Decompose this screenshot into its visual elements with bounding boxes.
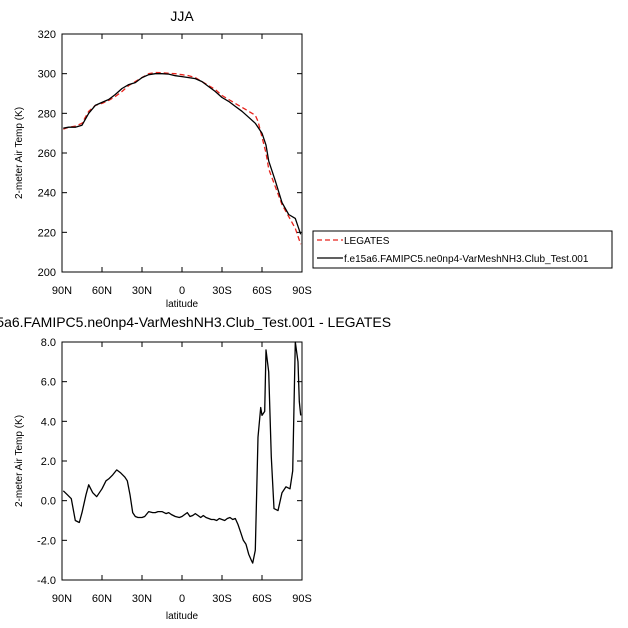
bottom-y-tick-label: 8.0 <box>41 337 56 349</box>
bottom-x-tick-label: 30S <box>212 593 232 605</box>
bottom-x-tick-label: 90S <box>292 593 312 605</box>
bottom-y-tick-label: -2.0 <box>37 535 56 547</box>
bottom-x-tick-label: 60S <box>252 593 272 605</box>
top-y-tick-label: 280 <box>38 108 56 120</box>
top-series-group <box>63 71 302 245</box>
legend: LEGATES f.e15a6.FAMIPC5.ne0np4-VarMeshNH… <box>312 230 613 269</box>
bottom-y-tick-label: -4.0 <box>37 575 56 587</box>
bottom-x-tick-label: 60N <box>92 593 112 605</box>
top-x-tick-label: 30N <box>132 285 152 297</box>
bottom-y-axis: -4.0 -2.0 0.0 2.0 4.0 6.0 8.0 <box>37 337 302 587</box>
top-x-tick-label: 90S <box>292 285 312 297</box>
bottom-series-group <box>62 341 302 564</box>
top-x-axis: 90N 60N 30N 0 30S 60S 90S <box>52 34 312 297</box>
top-y-axis: 200 220 240 260 280 300 320 <box>38 29 302 279</box>
top-series-line-legates <box>63 71 302 245</box>
top-chart-title: JJA <box>170 8 194 24</box>
bottom-chart-title: f.e15a6.FAMIPC5.ne0np4-VarMeshNH3.Club_T… <box>0 314 391 330</box>
bottom-x-axis-label: latitude <box>166 611 199 622</box>
bottom-x-tick-label: 30N <box>132 593 152 605</box>
top-y-tick-label: 320 <box>38 29 56 41</box>
legend-box <box>312 230 613 269</box>
bottom-panel: f.e15a6.FAMIPC5.ne0np4-VarMeshNH3.Club_T… <box>0 314 391 622</box>
top-y-tick-label: 240 <box>38 188 56 200</box>
top-panel: JJA 200 220 240 260 280 300 320 90N 60N 30N 0 30S 6… <box>14 8 613 310</box>
legend-label-legates: LEGATES <box>344 236 390 247</box>
bottom-y-tick-label: 0.0 <box>41 496 56 508</box>
top-y-axis-label: 2-meter Air Temp (K) <box>14 107 25 199</box>
top-x-tick-label: 30S <box>212 285 232 297</box>
bottom-y-tick-label: 4.0 <box>41 416 56 428</box>
legend-label-model: f.e15a6.FAMIPC5.ne0np4-VarMeshNH3.Club_T… <box>344 254 589 265</box>
bottom-x-tick-label: 90N <box>52 593 72 605</box>
top-y-tick-label: 220 <box>38 227 56 239</box>
bottom-y-tick-label: 6.0 <box>41 377 56 389</box>
top-series-line-f-e15a6-famipc5-ne0np4-varmeshnh3-club-test-001 <box>63 73 302 235</box>
top-x-tick-label: 60N <box>92 285 112 297</box>
bottom-x-axis: 90N 60N 30N 0 30S 60S 90S <box>52 342 312 605</box>
bottom-y-axis-label: 2-meter Air Temp (K) <box>14 415 25 507</box>
top-plot-frame <box>61 33 303 273</box>
bottom-y-tick-label: 2.0 <box>41 456 56 468</box>
top-x-tick-label: 60S <box>252 285 272 297</box>
bottom-x-tick-label: 0 <box>179 593 185 605</box>
top-x-tick-label: 0 <box>179 285 185 297</box>
top-y-tick-label: 200 <box>38 267 56 279</box>
top-y-tick-label: 260 <box>38 148 56 160</box>
top-y-tick-label: 300 <box>38 69 56 81</box>
bottom-series-line-difference <box>62 341 302 564</box>
top-x-tick-label: 90N <box>52 285 72 297</box>
top-x-axis-label: latitude <box>166 299 199 310</box>
